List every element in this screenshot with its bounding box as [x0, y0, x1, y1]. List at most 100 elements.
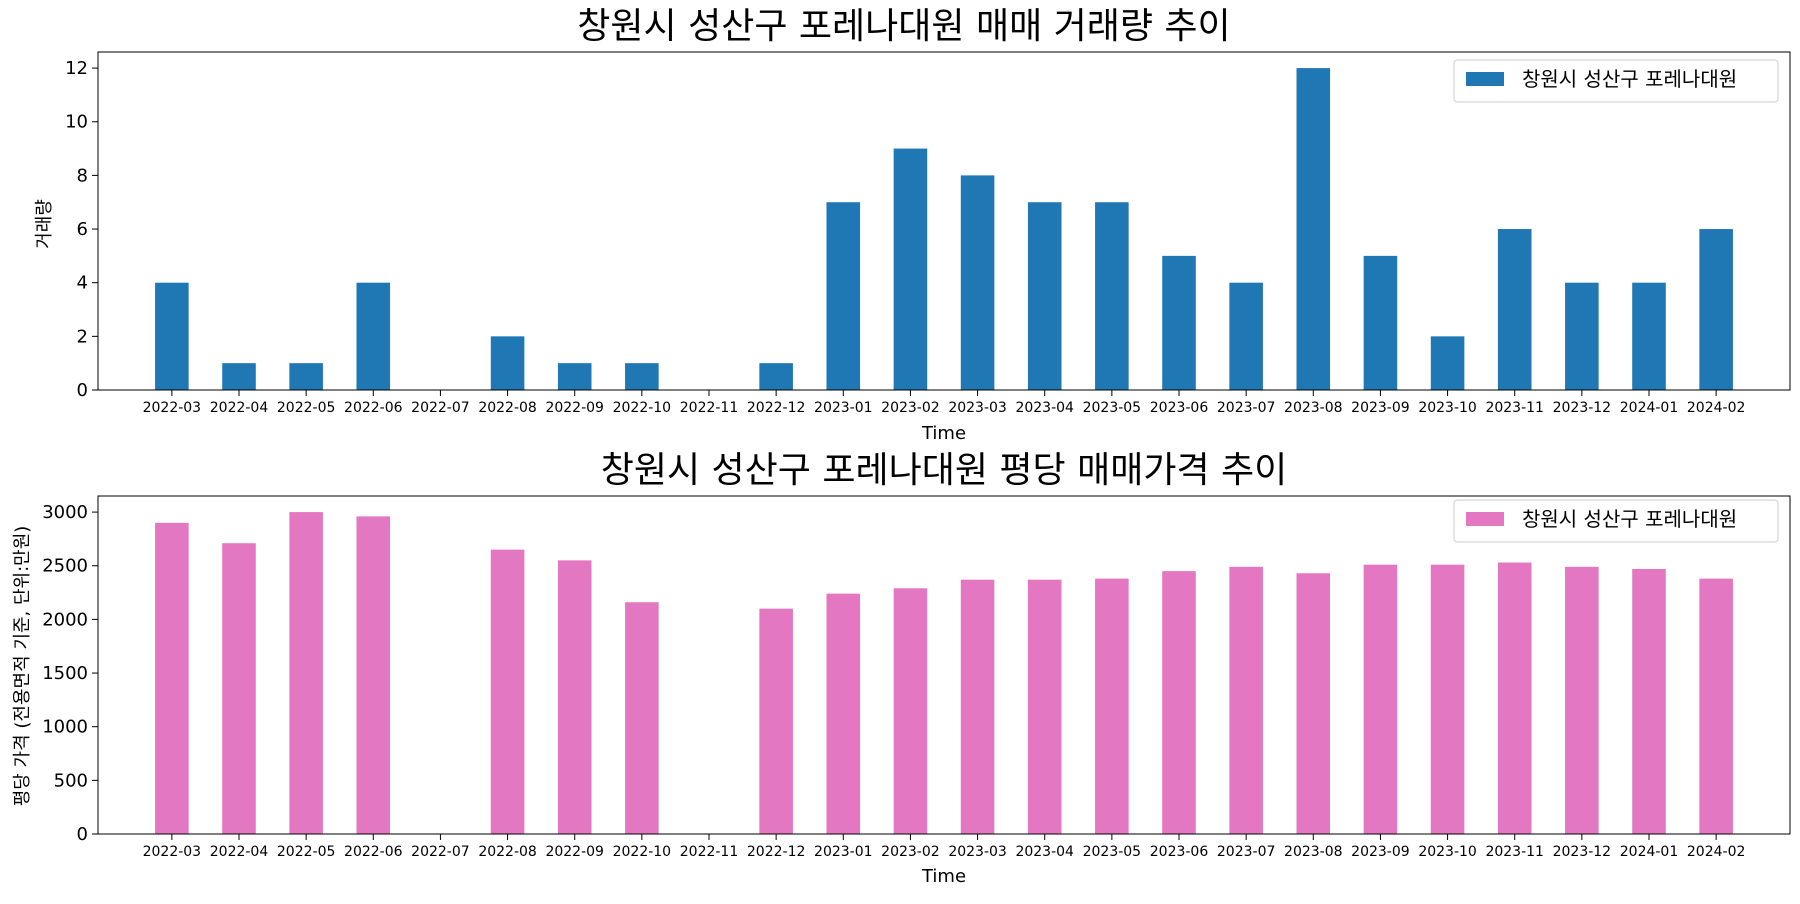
- bar-2022-04: [222, 363, 256, 390]
- x-tick-label: 2023-04: [1015, 400, 1074, 416]
- y-tick-label: 2500: [42, 556, 88, 577]
- y-ticks: 0 2 4 6 8 10 12: [65, 58, 98, 401]
- x-tick-label: 2023-03: [948, 844, 1007, 860]
- y-ticks: 0 500 1000 1500 2000 2500 3000: [42, 502, 98, 845]
- x-tick-label: 2023-12: [1553, 400, 1612, 416]
- y-axis-label: 거래량: [34, 199, 55, 249]
- x-tick-label: 2023-02: [881, 844, 940, 860]
- y-tick-label: 0: [77, 380, 88, 401]
- bar-2022-09: [557, 560, 592, 834]
- x-tick-label: 2023-01: [814, 400, 873, 416]
- x-tick-label: 2022-12: [747, 844, 806, 860]
- x-tick-label: 2022-08: [478, 844, 537, 860]
- bar-2022-10: [625, 602, 659, 834]
- y-tick-label: 3000: [42, 502, 88, 523]
- x-tick-label: 2022-11: [680, 400, 739, 416]
- plot-frame: [97, 495, 1791, 835]
- legend-label: 창원시 성산구 포레나대원: [1522, 67, 1737, 91]
- x-axis-label: Time: [921, 423, 966, 444]
- bar-group: [155, 68, 1733, 390]
- bar-2023-09: [1363, 255, 1398, 390]
- bar-2023-02: [893, 588, 928, 834]
- x-tick-label: 2022-08: [478, 400, 537, 416]
- bar-2022-03: [155, 522, 189, 834]
- bar-2023-07: [1229, 282, 1263, 390]
- bar-2023-02: [893, 148, 928, 390]
- bar-2023-08: [1296, 68, 1331, 390]
- bar-2023-08: [1296, 573, 1331, 834]
- x-tick-label: 2023-01: [814, 844, 873, 860]
- x-tick-label: 2023-10: [1418, 400, 1477, 416]
- x-tick-label: 2022-03: [143, 844, 202, 860]
- y-tick-label: 1500: [42, 663, 88, 684]
- x-tick-label: 2022-04: [210, 400, 269, 416]
- x-tick-label: 2022-09: [545, 844, 604, 860]
- bar-2023-04: [1027, 202, 1062, 390]
- x-tick-label: 2022-10: [613, 400, 672, 416]
- x-tick-label: 2023-11: [1485, 844, 1544, 860]
- bar-2024-01: [1632, 568, 1666, 834]
- x-axis-label: Time: [921, 866, 966, 887]
- x-tick-label: 2023-07: [1217, 844, 1276, 860]
- legend-box: [1453, 59, 1779, 103]
- x-tick-label: 2023-03: [948, 400, 1007, 416]
- x-tick-label: 2023-02: [881, 400, 940, 416]
- x-tick-label: 2023-09: [1351, 844, 1410, 860]
- bar-2023-10: [1430, 564, 1465, 834]
- y-tick-label: 8: [77, 165, 88, 186]
- bar-2024-01: [1632, 282, 1666, 390]
- bar-2023-01: [826, 202, 861, 390]
- x-tick-label: 2022-06: [344, 844, 403, 860]
- y-tick-label: 0: [77, 824, 88, 845]
- x-tick-label: 2022-11: [680, 844, 739, 860]
- bar-2023-09: [1363, 564, 1398, 834]
- bar-2023-10: [1430, 336, 1465, 390]
- legend: 창원시 성산구 포레나대원: [1453, 59, 1779, 103]
- legend: 창원시 성산구 포레나대원: [1453, 499, 1779, 543]
- x-tick-label: 2022-05: [277, 844, 336, 860]
- bar-2023-07: [1229, 566, 1263, 834]
- bar-group: [155, 512, 1733, 834]
- bar-2024-02: [1699, 578, 1733, 834]
- x-tick-label: 2023-08: [1284, 400, 1343, 416]
- y-axis-label: 평당 가격 (전용면적 기준, 단위:만원): [12, 526, 33, 807]
- x-tick-label: 2023-05: [1083, 400, 1142, 416]
- y-tick-label: 12: [65, 58, 88, 79]
- bar-2022-05: [289, 363, 323, 390]
- x-tick-label: 2022-12: [747, 400, 806, 416]
- y-tick-label: 1000: [42, 717, 88, 738]
- bar-2022-08: [490, 336, 525, 390]
- y-tick-label: 10: [65, 112, 88, 133]
- bar-2023-11: [1497, 562, 1532, 834]
- bar-2022-06: [356, 282, 391, 390]
- bar-2023-11: [1497, 229, 1532, 390]
- x-tick-label: 2023-06: [1150, 400, 1209, 416]
- x-tick-label: 2023-05: [1083, 844, 1142, 860]
- bar-2022-12: [759, 608, 793, 834]
- bar-2022-04: [222, 543, 256, 834]
- bar-2022-06: [356, 516, 391, 834]
- bar-2023-03: [960, 175, 995, 390]
- bar-2023-12: [1565, 282, 1599, 390]
- y-tick-label: 2: [77, 326, 88, 347]
- bar-2024-02: [1699, 229, 1733, 390]
- x-tick-label: 2023-07: [1217, 400, 1276, 416]
- x-tick-label: 2022-09: [545, 400, 604, 416]
- x-tick-label: 2022-07: [411, 844, 470, 860]
- plot-frame: [97, 51, 1791, 391]
- x-tick-label: 2022-05: [277, 400, 336, 416]
- bar-2023-05: [1095, 578, 1129, 834]
- bar-2022-09: [557, 363, 592, 390]
- bar-2023-05: [1095, 202, 1129, 390]
- bar-2023-01: [826, 593, 861, 834]
- y-tick-label: 6: [77, 219, 88, 240]
- legend-label: 창원시 성산구 포레나대원: [1522, 507, 1737, 531]
- x-tick-label: 2024-02: [1687, 844, 1746, 860]
- x-tick-label: 2022-03: [143, 400, 202, 416]
- bar-2022-05: [289, 512, 323, 834]
- x-ticks: 2022-03 2022-04 2022-05 2022-06 2022-07 2022-…: [143, 834, 1746, 860]
- bar-2023-03: [960, 579, 995, 834]
- price-chart: 창원시 성산구 포레나대원 평당 매매가격 추이 평당 가격 (전용면적 기준,…: [12, 450, 1791, 887]
- x-tick-label: 2022-07: [411, 400, 470, 416]
